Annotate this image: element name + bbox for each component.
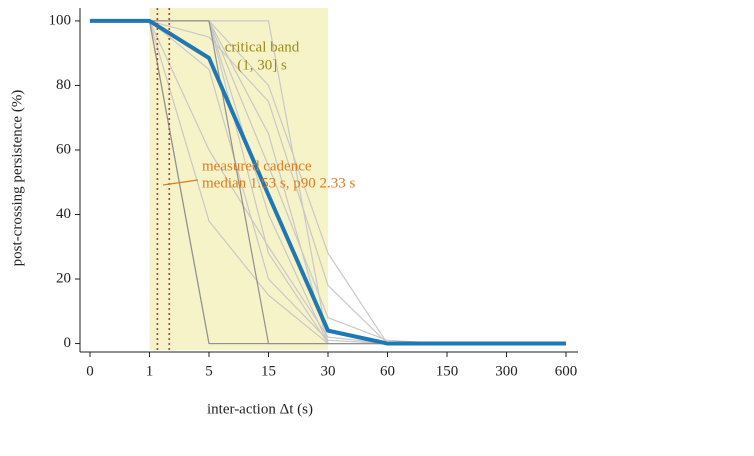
band-label: (1, 30] s: [237, 57, 287, 73]
y-tick-label: 60: [56, 141, 71, 157]
y-tick-label: 20: [56, 270, 71, 286]
y-tick-label: 100: [49, 12, 72, 28]
annotation-arrow: [162, 179, 199, 186]
x-tick-label: 600: [555, 363, 578, 379]
x-tick-label: 300: [495, 363, 518, 379]
y-axis-label: post-crossing persistence (%): [9, 90, 25, 267]
x-tick-label: 1: [146, 363, 154, 379]
y-tick-label: 40: [56, 206, 71, 222]
cadence-label: measured cadence: [202, 158, 312, 174]
band-label: critical band: [225, 39, 300, 55]
x-tick-label: 5: [205, 363, 213, 379]
y-tick-label: 80: [56, 77, 71, 93]
x-tick-label: 0: [86, 363, 94, 379]
y-tick-label: 0: [64, 335, 72, 351]
x-tick-label: 150: [436, 363, 459, 379]
x-tick-label: 60: [380, 363, 395, 379]
x-axis-label: inter-action Δt (s): [207, 401, 313, 417]
cadence-label: median 1.53 s, p90 2.33 s: [202, 175, 355, 191]
x-tick-label: 15: [261, 363, 276, 379]
x-tick-label: 30: [321, 363, 336, 379]
